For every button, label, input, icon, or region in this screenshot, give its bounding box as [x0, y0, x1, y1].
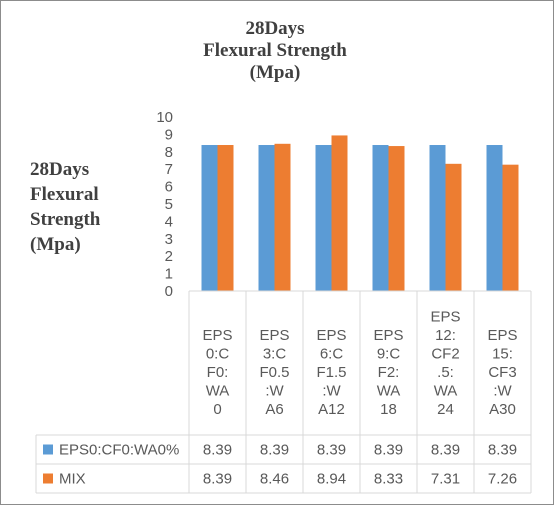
- category-label: 12:: [435, 327, 456, 344]
- category-label: CF3: [488, 364, 516, 381]
- y-tick-label: 3: [165, 231, 173, 248]
- chart-title-line: Flexural Strength: [203, 40, 347, 61]
- category-label: EPS: [487, 327, 517, 344]
- category-label: .5:: [437, 364, 454, 381]
- y-tick-label: 10: [156, 109, 173, 126]
- bar: [331, 135, 348, 291]
- data-table-value: 8.39: [431, 442, 460, 459]
- category-label: 15:: [492, 346, 513, 363]
- chart-title-line: (Mpa): [249, 62, 301, 83]
- bar: [388, 146, 405, 291]
- category-label: EPS: [373, 327, 403, 344]
- chart-title-line: 28Days: [245, 18, 305, 39]
- category-label: EPS: [430, 309, 460, 326]
- legend-label: MIX: [59, 471, 86, 488]
- bar: [217, 145, 234, 291]
- y-axis-label-line: (Mpa): [30, 234, 81, 255]
- bar: [201, 145, 218, 291]
- category-label: :W: [265, 383, 284, 400]
- category-label: EPS: [202, 327, 232, 344]
- y-tick-label: 0: [165, 283, 173, 300]
- data-table-value: 8.39: [488, 442, 517, 459]
- category-label: F1.5: [316, 364, 346, 381]
- y-axis-label: 28Days Flexural Strength (Mpa): [30, 157, 150, 257]
- category-label: 18: [380, 401, 397, 418]
- legend-swatch: [43, 473, 53, 484]
- category-label: WA: [377, 383, 401, 400]
- bar: [502, 164, 519, 291]
- category-label: 24: [437, 401, 454, 418]
- legend-label: EPS0:CF0:WA0%: [59, 442, 179, 459]
- y-tick-label: 4: [165, 213, 173, 230]
- bar: [486, 145, 503, 291]
- y-tick-label: 8: [165, 144, 173, 161]
- category-label: F0:: [207, 364, 229, 381]
- category-label: :W: [322, 383, 341, 400]
- chart-title: 28Days Flexural Strength (Mpa): [150, 18, 400, 84]
- y-tick-label: 5: [165, 196, 173, 213]
- category-label: F2:: [378, 364, 400, 381]
- category-label: 0:C: [206, 346, 230, 363]
- bar: [258, 145, 275, 291]
- y-tick-label: 1: [165, 266, 173, 283]
- data-table-value: 8.39: [317, 442, 346, 459]
- category-label: 9:C: [377, 346, 401, 363]
- y-axis-label-line: Flexural: [30, 184, 99, 205]
- data-table-value: 8.39: [203, 471, 232, 488]
- bar: [315, 145, 332, 291]
- category-label: F0.5: [259, 364, 289, 381]
- category-label: 0: [213, 401, 221, 418]
- category-label: WA: [206, 383, 230, 400]
- data-table-value: 7.26: [488, 471, 517, 488]
- y-axis-label-line: 28Days: [30, 159, 90, 180]
- category-label: EPS: [316, 327, 346, 344]
- bar: [274, 143, 291, 291]
- category-label: A30: [489, 401, 516, 418]
- data-table-value: 8.39: [203, 442, 232, 459]
- data-table-value: 8.39: [374, 442, 403, 459]
- category-label: 6:C: [320, 346, 344, 363]
- data-table-value: 7.31: [431, 471, 460, 488]
- y-tick-label: 7: [165, 161, 173, 178]
- y-tick-label: 2: [165, 248, 173, 265]
- category-label: 3:C: [263, 346, 287, 363]
- data-table-value: 8.46: [260, 471, 289, 488]
- data-table-value: 8.94: [317, 471, 346, 488]
- category-label: WA: [434, 383, 458, 400]
- category-label: CF2: [431, 346, 459, 363]
- category-label: EPS: [259, 327, 289, 344]
- bar: [429, 145, 446, 291]
- bar: [372, 145, 389, 291]
- y-tick-label: 6: [165, 179, 173, 196]
- data-table-value: 8.33: [374, 471, 403, 488]
- y-axis-label-line: Strength: [30, 209, 101, 230]
- category-label: :W: [493, 383, 512, 400]
- category-label: A6: [265, 401, 283, 418]
- y-tick-label: 9: [165, 126, 173, 143]
- data-table-value: 8.39: [260, 442, 289, 459]
- bar: [445, 163, 462, 291]
- category-label: A12: [318, 401, 345, 418]
- legend-swatch: [43, 444, 53, 455]
